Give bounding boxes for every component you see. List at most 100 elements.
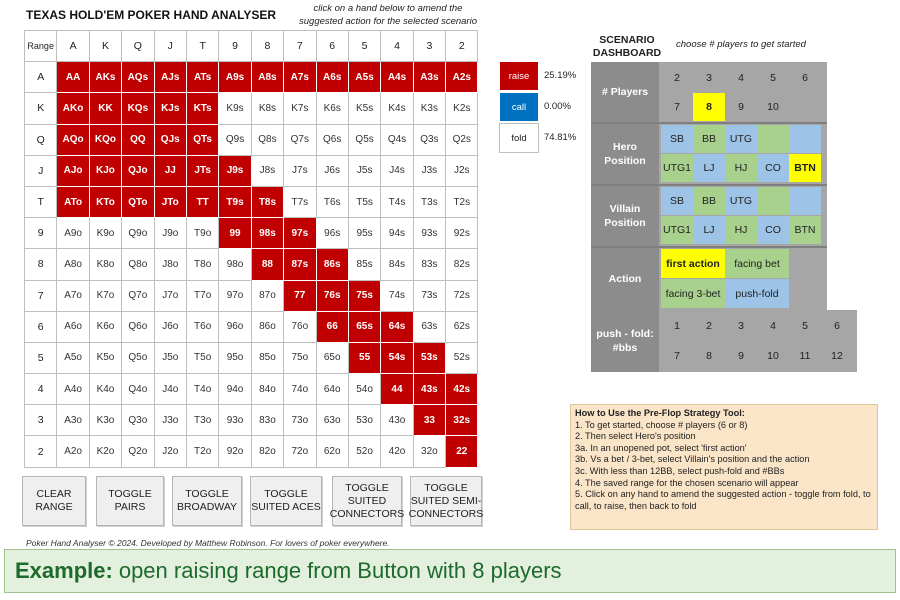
hand-cell[interactable]: KJs bbox=[153, 92, 187, 125]
hand-cell[interactable]: 53o bbox=[347, 404, 382, 437]
hand-cell[interactable]: K3o bbox=[88, 404, 123, 437]
hand-cell[interactable]: 42s bbox=[445, 373, 479, 406]
hand-cell[interactable]: 72o bbox=[283, 435, 317, 468]
hand-cell[interactable]: 82o bbox=[250, 435, 285, 468]
hand-cell[interactable]: J5s bbox=[347, 154, 382, 187]
hand-cell[interactable]: 92s bbox=[445, 217, 479, 250]
players-option-3[interactable]: 3 bbox=[706, 72, 712, 84]
pushfold-bbs-5[interactable]: 5 bbox=[802, 320, 808, 332]
hand-cell[interactable]: A9s bbox=[218, 61, 252, 94]
hand-cell[interactable]: 64o bbox=[315, 373, 349, 406]
hand-cell[interactable]: 62s bbox=[445, 310, 479, 343]
hand-cell[interactable]: AJs bbox=[153, 61, 187, 94]
hand-cell[interactable]: 93o bbox=[218, 404, 252, 437]
villain-position-empty[interactable] bbox=[789, 187, 821, 215]
hand-cell[interactable]: A8s bbox=[250, 61, 285, 94]
villain-position-co[interactable]: CO bbox=[757, 216, 789, 244]
hand-cell[interactable]: QTo bbox=[121, 185, 155, 219]
hand-cell[interactable]: 98s bbox=[250, 217, 285, 250]
hand-cell[interactable]: T5s bbox=[347, 185, 382, 219]
players-option-7[interactable]: 7 bbox=[674, 101, 680, 113]
hero-position-bb[interactable]: BB bbox=[693, 125, 725, 153]
players-option-9[interactable]: 9 bbox=[738, 101, 744, 113]
hand-cell[interactable]: 65s bbox=[347, 310, 382, 343]
hand-cell[interactable]: K5s bbox=[347, 92, 382, 125]
hand-cell[interactable]: QQ bbox=[121, 123, 155, 156]
hand-cell[interactable]: K4s bbox=[380, 92, 414, 125]
pushfold-bbs-2[interactable]: 2 bbox=[706, 320, 712, 332]
hand-cell[interactable]: K6s bbox=[315, 92, 349, 125]
hand-cell[interactable]: 93s bbox=[412, 217, 447, 250]
hand-cell[interactable]: ATs bbox=[185, 61, 220, 94]
hero-position-lj[interactable]: LJ bbox=[693, 154, 725, 182]
hand-cell[interactable]: A7s bbox=[283, 61, 317, 94]
hand-cell[interactable]: J7s bbox=[283, 154, 317, 187]
hand-cell[interactable]: Q7s bbox=[283, 123, 317, 156]
hand-cell[interactable]: 53s bbox=[412, 341, 447, 375]
hand-cell[interactable]: K9o bbox=[88, 217, 123, 250]
hero-position-btn[interactable]: BTN bbox=[789, 154, 821, 182]
hand-cell[interactable]: T9s bbox=[218, 185, 252, 219]
hand-cell[interactable]: 66 bbox=[315, 310, 349, 343]
hero-position-empty[interactable] bbox=[789, 125, 821, 153]
hand-cell[interactable]: T3s bbox=[412, 185, 447, 219]
hand-cell[interactable]: J5o bbox=[153, 341, 187, 375]
hand-cell[interactable]: J3s bbox=[412, 154, 447, 187]
hand-cell[interactable]: 85o bbox=[250, 341, 285, 375]
hand-cell[interactable]: K7s bbox=[283, 92, 317, 125]
hand-cell[interactable]: 22 bbox=[445, 435, 479, 468]
hand-cell[interactable]: J4s bbox=[380, 154, 414, 187]
villain-position-utg[interactable]: UTG bbox=[725, 187, 757, 215]
hand-cell[interactable]: 74s bbox=[380, 279, 414, 312]
hand-cell[interactable]: K2s bbox=[445, 92, 479, 125]
hand-cell[interactable]: T5o bbox=[185, 341, 220, 375]
hand-cell[interactable]: 73o bbox=[283, 404, 317, 437]
hand-cell[interactable]: 94o bbox=[218, 373, 252, 406]
hand-cell[interactable]: T2s bbox=[445, 185, 479, 219]
hand-cell[interactable]: Q9o bbox=[121, 217, 155, 250]
players-option-10[interactable]: 10 bbox=[767, 101, 779, 113]
hand-cell[interactable]: 62o bbox=[315, 435, 349, 468]
pushfold-bbs-4[interactable]: 4 bbox=[770, 320, 776, 332]
hand-cell[interactable]: 86s bbox=[315, 248, 349, 281]
hand-cell[interactable]: J8o bbox=[153, 248, 187, 281]
hand-cell[interactable]: 94s bbox=[380, 217, 414, 250]
hand-cell[interactable]: AKo bbox=[56, 92, 90, 125]
hand-cell[interactable]: A4s bbox=[380, 61, 414, 94]
hand-cell[interactable]: JTs bbox=[185, 154, 220, 187]
hand-cell[interactable]: K3s bbox=[412, 92, 447, 125]
hand-cell[interactable]: 54o bbox=[347, 373, 382, 406]
hand-cell[interactable]: T6o bbox=[185, 310, 220, 343]
hand-cell[interactable]: A3s bbox=[412, 61, 447, 94]
clear-range-button[interactable]: CLEAR RANGE bbox=[22, 476, 86, 526]
hand-cell[interactable]: A6o bbox=[56, 310, 90, 343]
hand-cell[interactable]: 75s bbox=[347, 279, 382, 312]
hand-cell[interactable]: A8o bbox=[56, 248, 90, 281]
hand-cell[interactable]: A2s bbox=[445, 61, 479, 94]
hand-cell[interactable]: T4s bbox=[380, 185, 414, 219]
hand-cell[interactable]: 87s bbox=[283, 248, 317, 281]
hand-cell[interactable]: K4o bbox=[88, 373, 123, 406]
hand-cell[interactable]: K6o bbox=[88, 310, 123, 343]
hand-cell[interactable]: 96o bbox=[218, 310, 252, 343]
hand-cell[interactable]: K2o bbox=[88, 435, 123, 468]
hand-cell[interactable]: J6o bbox=[153, 310, 187, 343]
players-option-4[interactable]: 4 bbox=[738, 72, 744, 84]
hand-cell[interactable]: 43o bbox=[380, 404, 414, 437]
hand-cell[interactable]: A5o bbox=[56, 341, 90, 375]
hand-cell[interactable]: A6s bbox=[315, 61, 349, 94]
hand-cell[interactable]: Q8s bbox=[250, 123, 285, 156]
hand-cell[interactable]: TT bbox=[185, 185, 220, 219]
hand-cell[interactable]: 77 bbox=[283, 279, 317, 312]
hand-cell[interactable]: 83s bbox=[412, 248, 447, 281]
toggle-suited-aces-button[interactable]: TOGGLE SUITED ACES bbox=[250, 476, 322, 526]
hand-cell[interactable]: Q4o bbox=[121, 373, 155, 406]
pushfold-bbs-8[interactable]: 8 bbox=[706, 350, 712, 362]
pushfold-bbs-3[interactable]: 3 bbox=[738, 320, 744, 332]
hand-cell[interactable]: 33 bbox=[412, 404, 447, 437]
pushfold-bbs-6[interactable]: 6 bbox=[834, 320, 840, 332]
hand-cell[interactable]: T7o bbox=[185, 279, 220, 312]
hand-cell[interactable]: 95s bbox=[347, 217, 382, 250]
hand-cell[interactable]: T8s bbox=[250, 185, 285, 219]
hand-cell[interactable]: A5s bbox=[347, 61, 382, 94]
